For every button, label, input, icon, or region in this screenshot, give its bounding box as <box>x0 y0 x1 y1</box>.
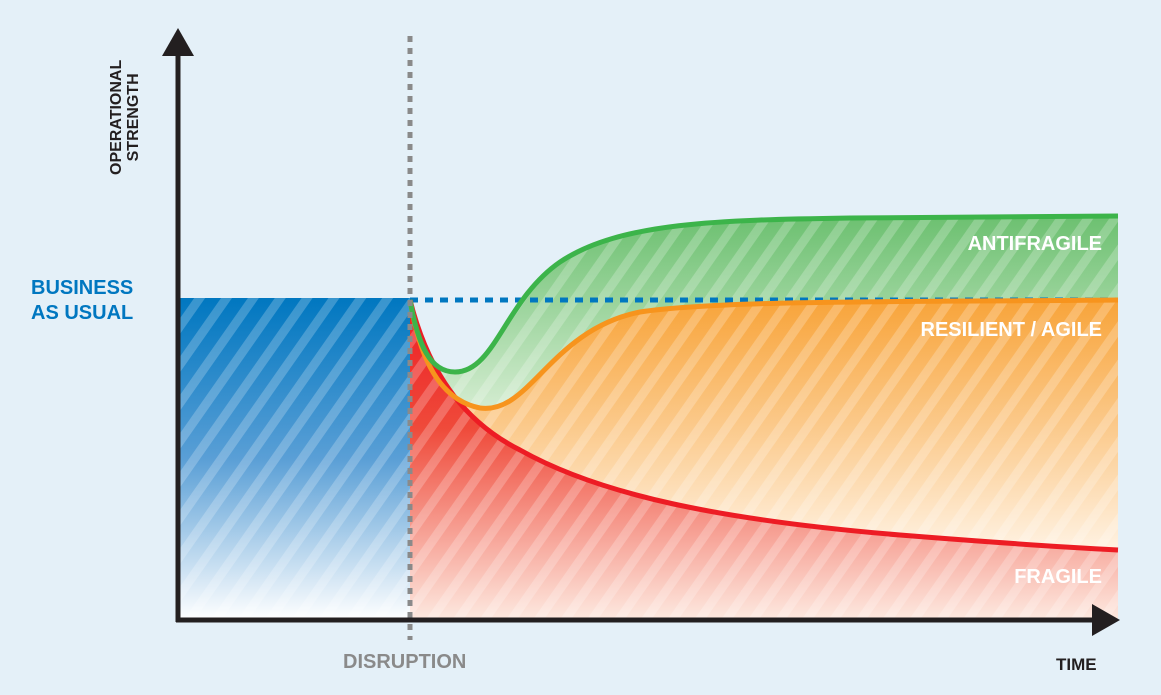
resilient-curve <box>407 297 1119 411</box>
y-axis-label-line1: OPERATIONAL <box>108 59 125 175</box>
business-as-usual-line1: BUSINESS <box>31 277 134 299</box>
y-axis-arrow-icon <box>162 28 194 56</box>
x-axis-arrow-icon <box>1092 604 1120 636</box>
antifragile-label: ANTIFRAGILE <box>967 233 1102 255</box>
x-axis-label: TIME <box>1056 655 1097 674</box>
fragile-label: FRAGILE <box>1014 566 1102 588</box>
disruption-label: DISRUPTION <box>343 651 467 673</box>
business-as-usual-stripes <box>178 298 410 620</box>
antifragile-curve <box>407 213 1119 375</box>
resilient-label: RESILIENT / AGILE <box>920 319 1103 341</box>
y-axis-label: OPERATIONAL STRENGTH <box>108 60 142 175</box>
business-as-usual-line2: AS USUAL <box>31 302 134 324</box>
y-axis-label-line2: STRENGTH <box>125 73 142 162</box>
stripes-overlay <box>410 216 1118 620</box>
business-as-usual-label: BUSINESS AS USUAL <box>31 276 133 326</box>
